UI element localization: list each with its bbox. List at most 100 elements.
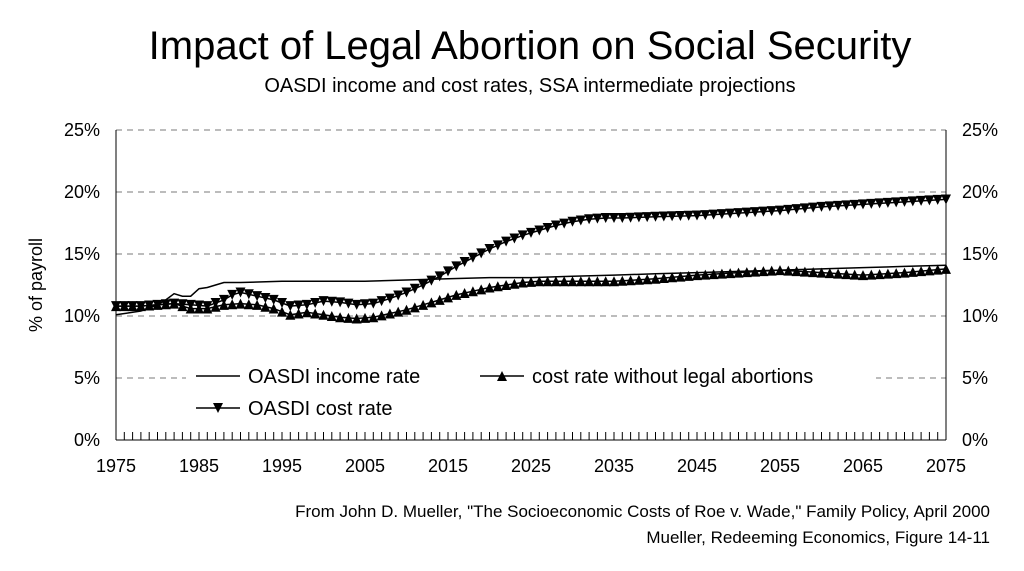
data-point-marker (799, 266, 810, 277)
data-point-marker (326, 311, 337, 321)
data-point-marker (642, 212, 653, 223)
data-point-marker (766, 206, 777, 217)
x-tick-label: 2025 (511, 456, 551, 476)
data-point-marker (111, 301, 121, 312)
data-point-marker (260, 293, 271, 304)
data-point-marker (268, 303, 279, 314)
grid-lines (116, 129, 946, 379)
data-point-marker (841, 269, 852, 280)
data-point-marker (775, 265, 785, 276)
data-point-marker (335, 297, 346, 308)
data-point-marker (467, 252, 478, 263)
data-point-marker (816, 267, 827, 278)
data-point-marker (741, 207, 752, 218)
data-point-marker (277, 297, 287, 308)
plot-frame (115, 130, 947, 441)
data-point-marker (741, 267, 752, 278)
data-point-marker (360, 312, 370, 323)
data-point-marker (351, 299, 362, 310)
data-point-marker (833, 200, 844, 211)
data-point-marker (916, 195, 927, 206)
legend-background (186, 358, 876, 424)
data-point-marker (941, 194, 951, 205)
data-point-marker (725, 208, 736, 219)
data-point-marker (708, 209, 719, 220)
data-point-marker (750, 266, 761, 277)
data-point-marker (484, 244, 495, 255)
data-point-marker (492, 240, 503, 251)
series-line (115, 264, 947, 316)
data-point-marker (252, 299, 263, 310)
data-point-marker (243, 289, 254, 300)
data-point-marker (326, 296, 337, 307)
data-point-marker (509, 278, 520, 289)
data-point-marker (434, 294, 445, 305)
y-tick-label-right: 25% (962, 120, 998, 140)
data-point-marker (783, 265, 794, 276)
data-point-marker (725, 268, 736, 279)
data-point-marker (600, 213, 611, 224)
data-point-marker (542, 276, 553, 287)
data-point-marker (550, 220, 561, 231)
data-point-marker (766, 265, 777, 276)
data-point-marker (443, 266, 453, 277)
data-point-marker (733, 208, 744, 219)
x-tick-label: 2065 (843, 456, 883, 476)
x-tick-label: 2075 (926, 456, 966, 476)
data-point-marker (716, 268, 727, 279)
data-point-marker (376, 310, 387, 321)
data-point-marker (135, 301, 146, 312)
y-tick-label-left: 15% (64, 244, 100, 264)
series-oasdi-income-rate (115, 264, 947, 316)
data-point-marker (799, 203, 810, 214)
data-point-marker (550, 276, 561, 287)
data-point-marker (418, 299, 429, 310)
data-point-marker (617, 213, 628, 224)
data-point-marker (609, 213, 619, 224)
data-point-marker (592, 213, 603, 224)
data-point-marker (335, 312, 346, 323)
data-point-marker (401, 287, 412, 298)
x-tick-label: 2035 (594, 456, 634, 476)
data-point-marker (210, 301, 221, 312)
y-tick-label-right: 0% (962, 430, 988, 450)
data-point-marker (899, 267, 910, 278)
data-point-marker (144, 300, 155, 311)
data-point-marker (683, 210, 694, 221)
data-point-marker (451, 261, 462, 272)
data-point-marker (783, 204, 794, 215)
data-point-marker (932, 194, 943, 205)
data-point-marker (343, 312, 354, 323)
data-point-marker (310, 308, 321, 319)
y-tick-label-right: 5% (962, 368, 988, 388)
data-point-marker (393, 290, 404, 301)
x-tick-label: 2015 (428, 456, 468, 476)
data-point-marker (617, 275, 628, 286)
data-point-marker (243, 299, 254, 310)
data-point-marker (559, 218, 570, 229)
data-point-marker (318, 309, 329, 320)
data-point-marker (484, 282, 495, 293)
data-point-marker (642, 274, 653, 285)
chart-subtitle: OASDI income and cost rates, SSA interme… (264, 75, 796, 97)
data-point-marker (907, 196, 918, 207)
data-point-marker (874, 198, 885, 209)
data-point-marker (434, 271, 445, 282)
data-point-marker (816, 201, 827, 212)
data-point-marker (177, 301, 188, 312)
data-series (111, 194, 951, 324)
data-point-marker (891, 197, 902, 208)
source-citation: From John D. Mueller, "The Socioeconomic… (295, 502, 990, 521)
data-point-marker (384, 293, 395, 304)
data-point-marker (293, 300, 304, 311)
data-point-marker (758, 266, 769, 277)
x-tick-label: 1975 (96, 456, 136, 476)
data-point-marker (941, 263, 951, 274)
data-point-marker (301, 299, 312, 310)
source-figure-reference: Mueller, Redeeming Economics, Figure 14-… (646, 528, 990, 547)
x-tick-label: 2005 (345, 456, 385, 476)
data-point-marker (824, 268, 835, 279)
legend: OASDI income rate cost rate without lega… (186, 358, 876, 424)
legend-marker-triangle-down (213, 403, 223, 413)
data-point-marker (849, 269, 860, 280)
